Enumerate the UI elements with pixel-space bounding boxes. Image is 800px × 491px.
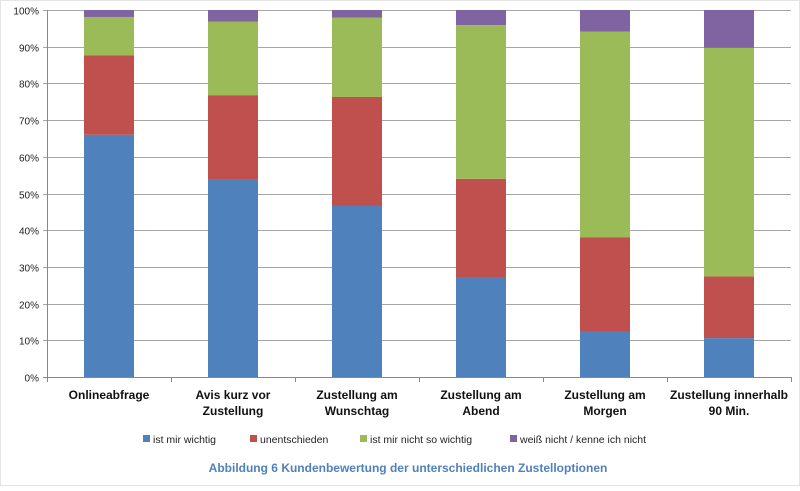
bar-segment-unentschieden	[84, 55, 134, 135]
bar-segment-unentschieden	[704, 276, 754, 339]
chart-caption: Abbildung 6 Kundenbewertung der untersch…	[209, 461, 608, 475]
bar-segment-ist-mir-wichtig	[208, 179, 258, 377]
y-tick-label: 20%	[19, 301, 39, 312]
bar-segment-ist-mir-wichtig	[332, 205, 382, 377]
legend-label: ist mir wichtig	[153, 434, 216, 446]
legend-swatch	[360, 435, 367, 442]
bar-segment-ist-mir-nicht-so-wichtig	[332, 17, 382, 97]
x-axis: Onlineabfrage Avis kurz vor Zustellung Zust…	[47, 377, 792, 418]
y-tick-label: 40%	[19, 227, 39, 238]
bar-segment-ist-mir-wichtig	[456, 277, 506, 377]
bar-segment-wei-nicht-kenne-ich-nicht	[456, 10, 506, 26]
bar-segment-unentschieden	[208, 95, 258, 180]
y-tick-label: 60%	[19, 154, 39, 165]
legend-label: unentschieden	[260, 434, 328, 446]
x-tick-label: Zustellung	[203, 404, 264, 418]
y-tick-label: 90%	[19, 44, 39, 55]
y-tick-label: 80%	[19, 80, 39, 91]
x-tick-label: Zustellung am	[564, 388, 645, 402]
bar-segment-ist-mir-wichtig	[580, 331, 630, 377]
bar-segment-ist-mir-nicht-so-wichtig	[704, 47, 754, 277]
x-tick-label: Onlineabfrage	[69, 388, 150, 402]
legend-label: weiß nicht / kenne ich nicht	[519, 434, 646, 446]
bar-segment-ist-mir-wichtig	[704, 338, 754, 377]
legend: ist mir wichtig unentschieden ist mir nich…	[143, 434, 646, 446]
x-tick-label: Zustellung am	[440, 388, 521, 402]
bar-segment-unentschieden	[456, 178, 506, 278]
x-tick-label: Zustellung am	[316, 388, 397, 402]
x-tick-label: Morgen	[583, 404, 626, 418]
x-tick-label: 90 Min.	[709, 404, 750, 418]
bars	[84, 10, 754, 377]
legend-swatch	[250, 435, 257, 442]
bar-segment-wei-nicht-kenne-ich-nicht	[332, 10, 382, 18]
bar-segment-wei-nicht-kenne-ich-nicht	[208, 10, 258, 22]
bar-segment-wei-nicht-kenne-ich-nicht	[84, 10, 134, 17]
bar-segment-wei-nicht-kenne-ich-nicht	[580, 10, 630, 32]
legend-item: unentschieden	[250, 434, 328, 446]
bar-segment-ist-mir-nicht-so-wichtig	[580, 31, 630, 238]
y-tick-label: 100%	[13, 7, 39, 18]
legend-swatch	[510, 435, 517, 442]
bar-segment-ist-mir-nicht-so-wichtig	[84, 16, 134, 56]
y-axis: 0% 10% 20% 30% 40% 50% 60% 70% 80% 90% 100%	[13, 7, 48, 385]
y-tick-label: 10%	[19, 337, 39, 348]
legend-label: ist mir nicht so wichtig	[370, 434, 472, 446]
y-tick-label: 50%	[19, 191, 39, 202]
bar-segment-unentschieden	[332, 96, 382, 206]
x-tick-label: Wunschtag	[325, 404, 389, 418]
bar-segment-wei-nicht-kenne-ich-nicht	[704, 10, 754, 48]
bar-segment-ist-mir-nicht-so-wichtig	[456, 25, 506, 179]
y-tick-label: 30%	[19, 264, 39, 275]
bar-segment-unentschieden	[580, 237, 630, 332]
legend-item: ist mir nicht so wichtig	[360, 434, 472, 446]
x-tick-label: Avis kurz vor	[196, 388, 271, 402]
x-tick-label: Zustellung innerhalb	[670, 388, 788, 402]
legend-item: weiß nicht / kenne ich nicht	[510, 434, 646, 446]
gridlines	[43, 10, 791, 378]
x-tick-label: Abend	[462, 404, 499, 418]
legend-item: ist mir wichtig	[143, 434, 216, 446]
y-tick-label: 0%	[25, 374, 40, 385]
legend-swatch	[143, 435, 150, 442]
bar-segment-ist-mir-nicht-so-wichtig	[208, 21, 258, 96]
bar-segment-ist-mir-wichtig	[84, 134, 134, 377]
y-tick-label: 70%	[19, 117, 39, 128]
